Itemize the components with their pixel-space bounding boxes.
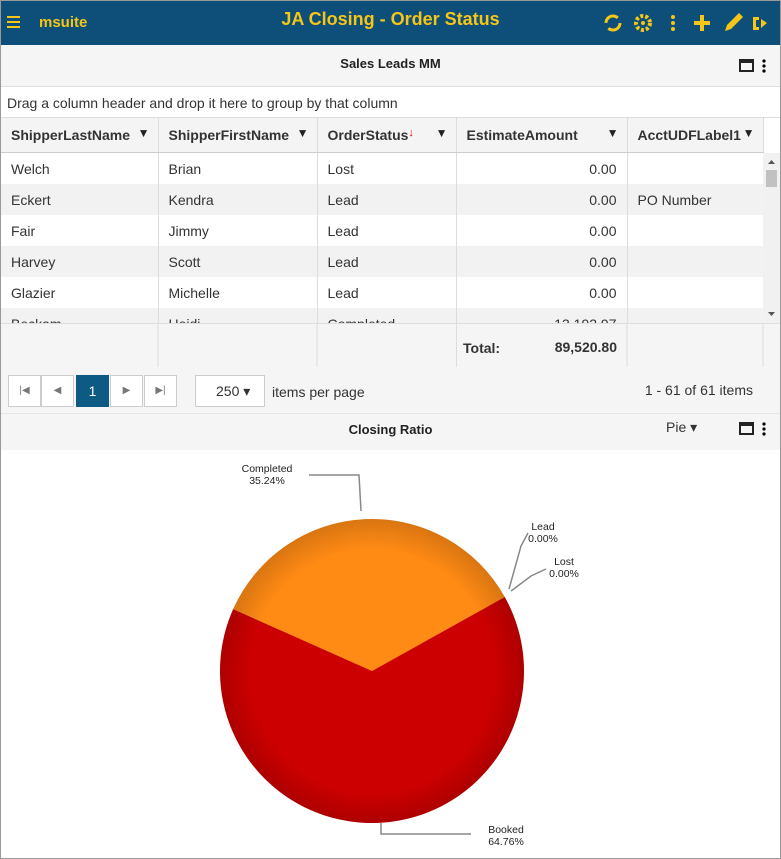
slice-label: Lost (554, 556, 574, 568)
grid-cell (627, 215, 763, 246)
column-title: EstimateAmount (466, 127, 578, 143)
leader-line (380, 823, 471, 835)
slice-label: Lead (531, 521, 555, 533)
grid-row: BeckamHeidiCompleted13,192.97 (1, 308, 763, 323)
scrollbar[interactable] (763, 153, 780, 323)
last-page[interactable]: ▶| (144, 375, 177, 407)
leader-line (508, 532, 529, 590)
menu-button[interactable] (7, 15, 21, 29)
grid-cell: Lead (317, 215, 457, 246)
filter-icon[interactable]: ▼ (742, 126, 755, 140)
slice-value: 0.00% (549, 568, 579, 580)
toolbar-icons[interactable] (601, 11, 776, 35)
grid-row: Eckert Kendra Lead 0.00 PO Number (1, 184, 763, 215)
page-size: 250 (216, 383, 240, 399)
pager-summary: 1 - 61 of 61 items (644, 382, 753, 398)
grid-cell: Fair (1, 215, 159, 246)
grid-row: Harvey Scott Lead 0.00 (1, 246, 763, 277)
grid-cell: Heidi (158, 308, 318, 323)
column-title: ShipperLastName (11, 127, 131, 143)
grid-cell: Jimmy (158, 215, 318, 246)
slice-value: 0.00% (528, 533, 558, 545)
grid-cell: 13,192.97 (456, 308, 628, 323)
app-name[interactable]: msuite (39, 14, 88, 31)
grid-panel-title: Sales Leads MM (1, 45, 780, 86)
grid-cell: PO Number (627, 184, 763, 215)
pie-shading (220, 519, 524, 823)
first-page[interactable]: |◀ (8, 375, 41, 407)
leader-line (309, 474, 362, 512)
panel-icons[interactable] (739, 420, 769, 438)
grid-cell: Lead (317, 277, 457, 308)
page-title: JA Closing - Order Status (281, 9, 500, 29)
grid-cell: Kendra (158, 184, 318, 215)
total-label: Total: (463, 340, 501, 356)
filter-icon[interactable]: ▼ (137, 126, 150, 140)
grid-cell (627, 153, 763, 184)
grid-cell (627, 246, 763, 277)
grid-row: Fair Jimmy Lead 0.00 (1, 215, 763, 246)
sort-indicator: ↓ (408, 127, 414, 139)
grid-rows: Welch Brian Lost 0.00 Eckert Kendra Lead 0.00 PO… (1, 153, 763, 323)
total-value: 89,520.80 (554, 339, 617, 355)
header-bar: msuite JA Closing - Order Status (1, 1, 780, 45)
group-hint: Drag a column header and drop it here to… (1, 86, 780, 118)
filter-icon[interactable]: ▼ (296, 126, 309, 140)
grid-cell: Beckam (1, 308, 159, 323)
filter-icon[interactable]: ▼ (606, 126, 619, 140)
column-header[interactable]: AcctUDFLabel1 ▼ (627, 118, 764, 153)
slice-value: 64.76% (488, 836, 524, 848)
grid-cell: Lead (317, 246, 457, 277)
grid-cell: 0.00 (456, 184, 628, 215)
grid-cell: Michelle (158, 277, 318, 308)
grid-cell: Completed (317, 308, 457, 323)
grid-cell: Welch (1, 153, 159, 184)
grid-cell (627, 277, 763, 308)
page-size-select[interactable]: 250 ▾ (195, 375, 265, 407)
grid-header: ShipperLastName ▼ ShipperFirstName ▼ OrderSt… (1, 118, 764, 153)
grid-cell: 0.00 (456, 246, 628, 277)
grid-body: Welch Brian Lost 0.00 Eckert Kendra Lead 0.00 PO… (1, 153, 763, 323)
chart-panel-title: Closing Ratio (1, 413, 780, 450)
chart-type-select[interactable]: Pie ▾ (666, 419, 698, 435)
footer-dividers (157, 324, 764, 368)
column-header[interactable]: ShipperFirstName ▼ (158, 118, 318, 153)
next-page[interactable]: ▶ (110, 375, 143, 407)
current-page[interactable]: 1 (76, 375, 109, 407)
pager: |◀ ◀ 1 ▶ ▶| 250 ▾ items per page 1 - 61 … (1, 367, 780, 413)
column-title: AcctUDFLabel1 (637, 127, 741, 143)
grid-cell: Lost (317, 153, 457, 184)
grid-row: Welch Brian Lost 0.00 (1, 153, 763, 184)
column-title: ShipperFirstName (168, 127, 290, 143)
grid-row: Glazier Michelle Lead 0.00 (1, 277, 763, 308)
grid-cell: Glazier (1, 277, 159, 308)
column-header[interactable]: OrderStatus↓ ▼ (317, 118, 457, 153)
panel-icons[interactable] (739, 57, 769, 75)
grid-cell: Brian (158, 153, 318, 184)
grid-cell: 0.00 (456, 153, 628, 184)
slice-label: Completed (242, 463, 293, 475)
grid-cell: Eckert (1, 184, 159, 215)
grid-cell: 0.00 (456, 277, 628, 308)
slice-value: 35.24% (249, 475, 285, 487)
grid-cell (627, 308, 763, 323)
slice-label: Booked (488, 824, 524, 836)
grid-cell: Harvey (1, 246, 159, 277)
chart-type: Pie (666, 419, 687, 435)
grid-cell: Scott (158, 246, 318, 277)
column-header[interactable]: EstimateAmount ▼ (456, 118, 628, 153)
per-page-label: items per page (272, 384, 365, 400)
leader-line (510, 568, 547, 592)
grid-cell: 0.00 (456, 215, 628, 246)
column-header[interactable]: ShipperLastName ▼ (1, 118, 159, 153)
prev-page[interactable]: ◀ (41, 375, 74, 407)
filter-icon[interactable]: ▼ (435, 126, 448, 140)
grid-cell: Lead (317, 184, 457, 215)
column-title: OrderStatus (327, 127, 409, 143)
